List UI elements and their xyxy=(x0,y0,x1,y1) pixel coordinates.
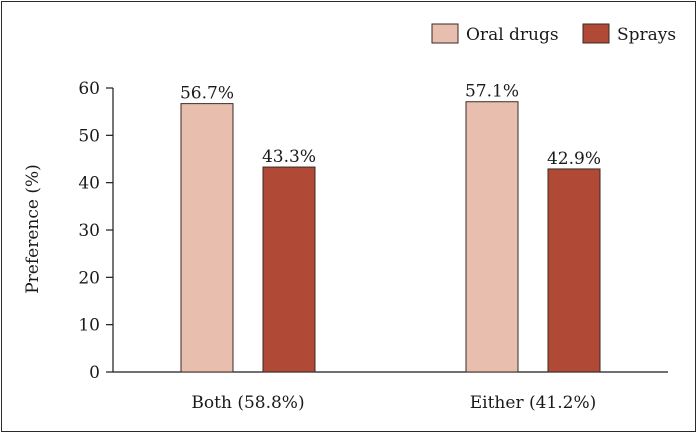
y-tick-label: 50 xyxy=(78,126,100,146)
legend: Oral drugs Sprays xyxy=(431,23,676,45)
y-tick-label: 0 xyxy=(89,363,100,383)
legend-label-sprays: Sprays xyxy=(617,25,676,45)
y-tick-label: 40 xyxy=(78,174,100,194)
y-tick-label: 20 xyxy=(78,268,100,288)
data-label: 56.7% xyxy=(180,84,234,104)
data-label: 43.3% xyxy=(262,147,316,167)
bar-oral-drugs-1 xyxy=(465,101,519,373)
bar-sprays-1 xyxy=(547,168,601,373)
legend-swatch-sprays xyxy=(582,23,610,44)
legend-swatch-oral-drugs xyxy=(431,23,459,44)
x-category-label: Both (58.8%) xyxy=(191,393,304,413)
legend-label-oral-drugs: Oral drugs xyxy=(466,25,559,45)
y-tick-label: 30 xyxy=(78,221,100,241)
data-label: 42.9% xyxy=(547,149,601,169)
x-categories: Both (58.8%) Either (41.2%) xyxy=(191,393,596,413)
y-tick-label: 10 xyxy=(78,316,100,336)
y-ticks: 0 10 20 30 40 50 60 xyxy=(78,79,113,383)
data-label: 57.1% xyxy=(465,82,519,102)
bar-sprays-0 xyxy=(262,166,316,373)
bar-oral-drugs-0 xyxy=(180,103,234,373)
x-category-label: Either (41.2%) xyxy=(470,393,597,413)
y-axis-label: Preference (%) xyxy=(23,164,43,294)
bars: 56.7% 43.3% 57.1% 42.9% xyxy=(180,82,601,373)
y-tick-label: 60 xyxy=(78,79,100,99)
